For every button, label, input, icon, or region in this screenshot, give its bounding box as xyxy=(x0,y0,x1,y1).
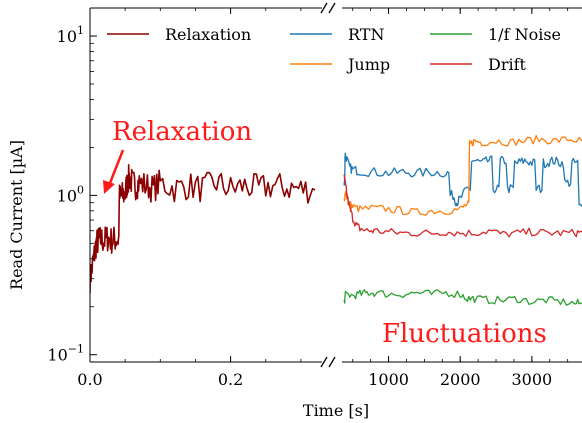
axis-break-mark xyxy=(328,356,336,368)
axis-break-mark xyxy=(328,2,336,14)
y-tick-label: 10−1 xyxy=(47,343,84,365)
annotation-relaxation: Relaxation xyxy=(112,117,252,147)
legend-label: 1/f Noise xyxy=(488,25,561,44)
x-tick-label: 3000 xyxy=(511,370,552,389)
series-line-1-f-noise xyxy=(343,289,582,306)
legend-label: Drift xyxy=(488,55,527,74)
y-tick-label: 101 xyxy=(57,24,84,46)
series-line-relaxation xyxy=(90,164,316,294)
x-tick-label: 0.2 xyxy=(218,370,243,389)
x-tick-label: 1000 xyxy=(368,370,409,389)
annotation-arrow xyxy=(108,149,125,184)
axis-break-mark xyxy=(320,2,328,14)
x-tick-label: 0.0 xyxy=(77,370,102,389)
y-tick-label: 100 xyxy=(57,183,84,205)
legend-label: Relaxation xyxy=(165,25,251,44)
series-line-rtn xyxy=(343,152,582,207)
legend-label: Jump xyxy=(346,55,390,74)
x-axis-label: Time [s] xyxy=(303,401,369,420)
series-line-jump xyxy=(343,135,582,216)
legend-label: RTN xyxy=(348,25,384,44)
y-axis-label: Read Current [µA] xyxy=(7,140,26,290)
axis-break-mark xyxy=(320,356,328,368)
x-tick-label: 2000 xyxy=(440,370,481,389)
series-line-drift xyxy=(343,174,582,238)
annotation-fluctuations: Fluctuations xyxy=(382,319,547,349)
annotation-arrow-head xyxy=(103,180,115,194)
